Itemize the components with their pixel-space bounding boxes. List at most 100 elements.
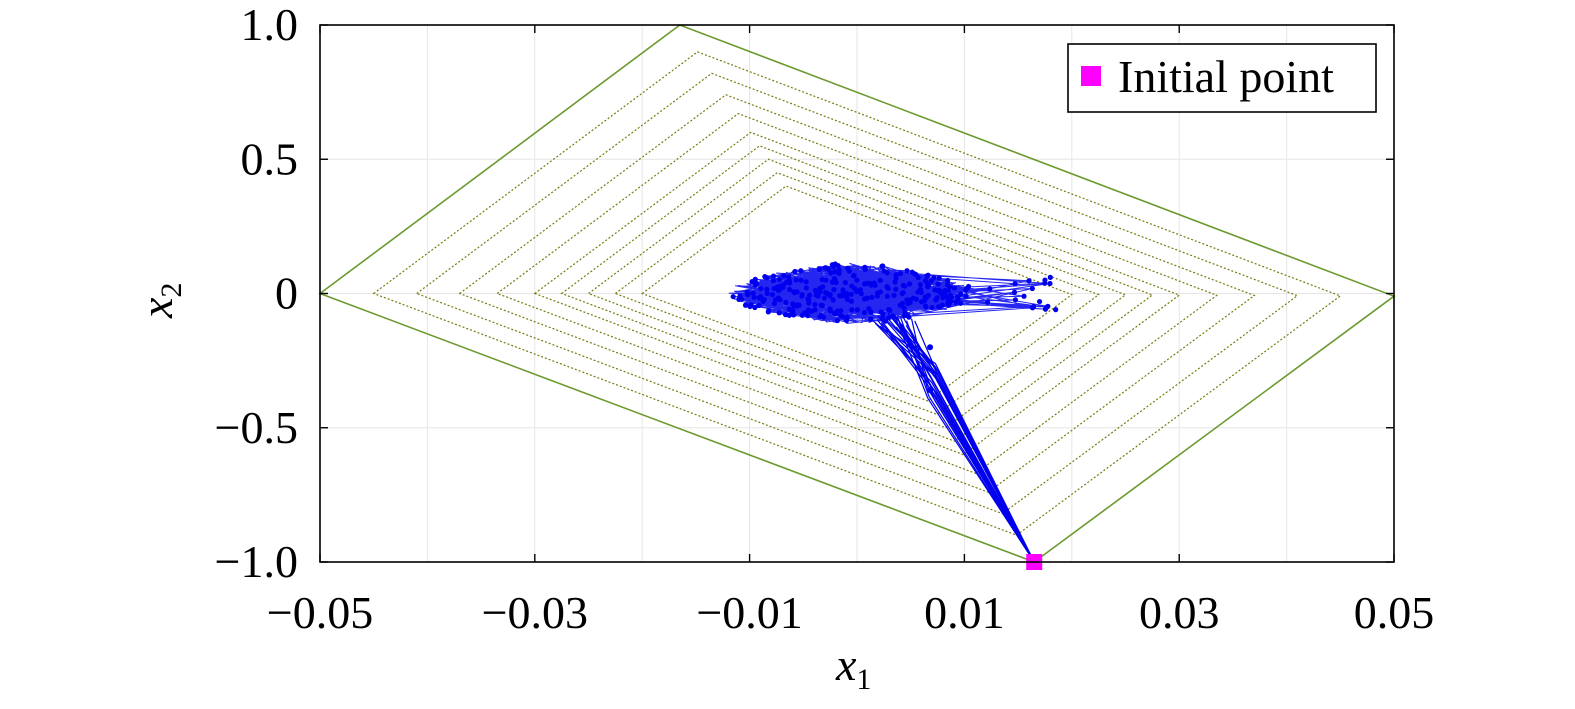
y-tick-label: 1.0 (241, 0, 299, 50)
trajectory-point (935, 281, 941, 287)
trajectory-point (984, 299, 991, 306)
trajectory-point (828, 270, 834, 276)
x-tick-label: −0.03 (482, 587, 588, 638)
trajectory-point (823, 277, 829, 283)
trajectory-point (851, 272, 857, 279)
trajectory-point (884, 293, 890, 299)
trajectory-point (838, 313, 844, 319)
trajectory-point (885, 307, 892, 313)
y-tick-label: −0.5 (215, 402, 298, 453)
trajectory-point (775, 287, 781, 293)
inner-invariant-set (640, 185, 1074, 402)
trajectory-point (919, 299, 925, 305)
trajectory-point (912, 271, 918, 277)
x-tick-labels: −0.05 −0.03 −0.01 0.01 0.03 0.05 (267, 587, 1434, 638)
trajectory-point (812, 301, 818, 308)
trajectory-point (834, 308, 840, 314)
trajectory-point (944, 282, 951, 288)
trajectory-point (933, 297, 939, 303)
trajectory-point (791, 290, 797, 296)
trajectory-point (848, 291, 854, 297)
trajectory-point (752, 304, 758, 311)
trajectory-point (822, 289, 829, 296)
x-axis-label-main: x (835, 639, 857, 690)
trajectory-point (953, 299, 959, 305)
trajectory-point (799, 312, 805, 318)
trajectory-point (955, 294, 961, 300)
trajectory-point (1053, 307, 1059, 313)
trajectory-point (904, 268, 910, 274)
y-tick-label: −1.0 (215, 536, 298, 587)
trajectory-point (820, 284, 826, 290)
trajectory-point (1047, 274, 1053, 280)
inner-invariant-set (372, 51, 1342, 536)
trajectory-point (927, 344, 934, 351)
legend-box (1067, 43, 1377, 113)
inner-invariant-set (495, 112, 1219, 475)
trajectory-point (844, 314, 850, 320)
trajectory-point (832, 269, 838, 275)
trajectory-point (906, 314, 912, 320)
trajectory-point (844, 296, 851, 303)
trajectory-point (738, 296, 744, 302)
trajectory-point (776, 276, 782, 282)
trajectory-point (792, 268, 798, 275)
trajectory-point (899, 290, 905, 297)
trajectory-point (951, 285, 957, 291)
trajectory-point (925, 292, 931, 299)
trajectory-point (1026, 278, 1032, 284)
y-tick-label: 0.5 (241, 133, 299, 184)
trajectory-point (835, 262, 841, 269)
trajectory-point (812, 287, 818, 294)
trajectory-point (893, 286, 899, 292)
x-tick-label: 0.05 (1354, 587, 1435, 638)
trajectory-point (742, 302, 749, 308)
trajectory-point (877, 277, 883, 283)
trajectory-point (945, 301, 951, 307)
trajectory-point (963, 287, 969, 293)
legend: Initial point (1067, 43, 1377, 113)
trajectory-point (786, 312, 792, 318)
trajectory-point (854, 307, 860, 313)
trajectory-point (1012, 297, 1019, 303)
trajectory-point (791, 303, 797, 309)
trajectory-point (775, 295, 781, 301)
trajectory-point (987, 286, 993, 292)
trajectory-point (867, 280, 874, 287)
inner-invariant-set (415, 72, 1299, 515)
trajectory-transient (879, 325, 1035, 563)
trajectory-point (963, 293, 969, 299)
trajectory-point (825, 266, 831, 272)
trajectory-point (945, 277, 951, 284)
trajectory-point (765, 309, 771, 315)
axis-ticks (319, 24, 1395, 563)
trajectory-point (869, 294, 875, 300)
trajectory-point (1029, 285, 1035, 292)
trajectory-point (922, 278, 929, 284)
inner-invariant-set (614, 171, 1100, 416)
trajectory-point (906, 281, 913, 287)
trajectory (728, 261, 1059, 570)
trajectory-point (849, 283, 855, 289)
trajectory-transient (880, 315, 1035, 563)
trajectory-point (1012, 281, 1018, 287)
trajectory-point (764, 286, 770, 292)
trajectory-point (750, 290, 756, 296)
trajectory-point (837, 293, 843, 299)
trajectory-point (906, 297, 912, 303)
trajectory-point (831, 287, 837, 293)
trajectory-point (827, 306, 833, 312)
x-tick-label: −0.05 (267, 587, 373, 638)
trajectory-point (872, 282, 878, 288)
trajectory-point (1036, 298, 1043, 305)
x-tick-label: 0.03 (1139, 587, 1220, 638)
trajectory-point (931, 275, 937, 281)
trajectory-point (957, 300, 964, 306)
trajectory-point (805, 296, 811, 302)
trajectory-point (902, 283, 908, 289)
trajectory-point (770, 273, 777, 279)
trajectory-point (793, 277, 799, 283)
x-axis-label-sub: 1 (856, 663, 871, 696)
trajectory-point (821, 295, 828, 301)
